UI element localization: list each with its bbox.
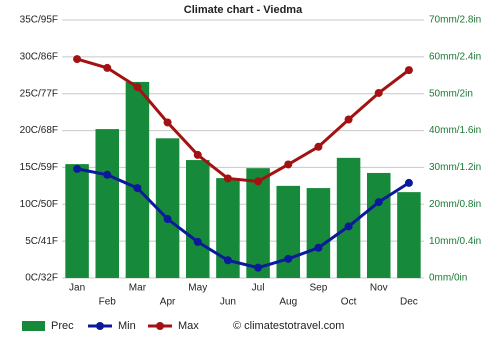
x-tick-label: Oct	[341, 297, 357, 308]
x-tick-label: Sep	[310, 283, 328, 294]
bar	[397, 192, 421, 278]
legend-swatch	[96, 322, 104, 330]
x-tick-label: Nov	[370, 283, 388, 294]
marker	[193, 237, 202, 246]
x-tick-label: Aug	[279, 297, 297, 308]
legend-label: Max	[178, 320, 199, 332]
marker	[254, 177, 263, 186]
y-tick-label: 25C/77F	[20, 88, 58, 99]
y2-tick-label: 70mm/2.8in	[429, 15, 481, 26]
marker	[163, 215, 172, 224]
x-tick-label: May	[188, 283, 207, 294]
marker	[223, 174, 232, 183]
marker	[103, 63, 112, 72]
bar	[276, 185, 301, 278]
bar	[216, 178, 240, 278]
y-tick-label: 30C/86F	[20, 51, 58, 62]
y2-tick-label: 10mm/0.4in	[429, 236, 481, 247]
y-tick-label: 20C/68F	[20, 125, 58, 136]
x-tick-label: Jul	[252, 283, 265, 294]
marker	[163, 118, 172, 127]
marker	[314, 243, 323, 252]
x-tick-label: Dec	[400, 297, 418, 308]
bar	[125, 81, 150, 278]
marker	[344, 115, 353, 124]
x-tick-label: Feb	[99, 297, 117, 308]
bar	[336, 157, 361, 278]
line	[76, 167, 410, 270]
y-tick-label: 10C/50F	[20, 199, 58, 210]
legend-swatch	[22, 321, 45, 331]
line	[76, 57, 410, 183]
y-tick-label: 15C/59F	[20, 162, 58, 173]
bar	[246, 168, 270, 278]
y-tick-label: 5C/41F	[25, 236, 58, 247]
x-tick-label: Mar	[129, 283, 147, 294]
bar	[185, 160, 210, 278]
marker	[404, 66, 413, 75]
marker	[73, 164, 82, 173]
marker	[73, 55, 82, 64]
marker	[254, 263, 263, 272]
marker	[374, 88, 383, 97]
marker	[404, 178, 413, 187]
x-tick-label: Jan	[69, 283, 85, 294]
y2-tick-label: 20mm/0.8in	[429, 199, 481, 210]
marker	[314, 142, 323, 151]
y2-tick-label: 60mm/2.4in	[429, 51, 481, 62]
chart-title: Climate chart - Viedma	[184, 4, 303, 16]
bar	[95, 129, 120, 278]
bar	[65, 164, 89, 278]
marker	[284, 254, 293, 263]
marker	[284, 160, 293, 169]
legend-label: Min	[118, 320, 136, 332]
marker	[133, 83, 142, 92]
x-tick-label: Jun	[220, 297, 236, 308]
marker	[374, 198, 383, 207]
bar	[366, 172, 391, 278]
y2-tick-label: 50mm/2in	[429, 88, 473, 99]
legend-swatch	[156, 322, 164, 330]
y-tick-label: 0C/32F	[25, 273, 58, 284]
y-tick-label: 35C/95F	[20, 15, 58, 26]
bar	[155, 138, 180, 278]
marker	[223, 256, 232, 265]
marker	[344, 222, 353, 231]
marker	[193, 150, 202, 159]
y2-tick-label: 30mm/1.2in	[429, 162, 481, 173]
marker	[103, 170, 112, 179]
legend-label: Prec	[51, 320, 74, 332]
bar	[306, 188, 331, 278]
marker	[133, 184, 142, 193]
y2-tick-label: 40mm/1.6in	[429, 125, 481, 136]
x-tick-label: Apr	[160, 297, 176, 308]
credit: © climatestotravel.com	[233, 320, 344, 332]
y2-tick-label: 0mm/0in	[429, 273, 467, 284]
